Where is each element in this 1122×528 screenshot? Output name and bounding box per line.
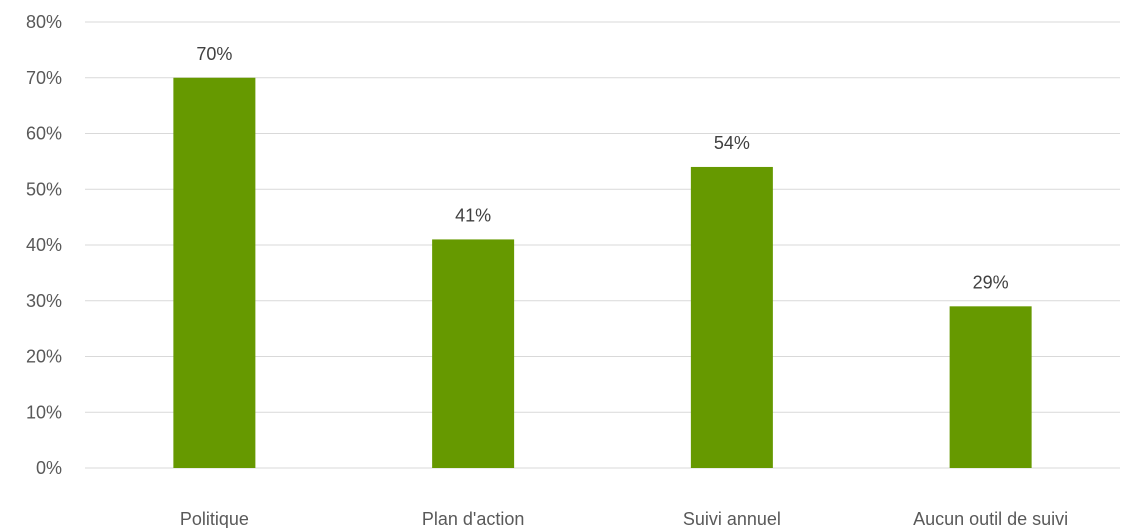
y-tick-label: 40% [26,235,62,255]
bar [432,239,515,468]
y-tick-label: 70% [26,68,62,88]
data-label: 54% [714,133,750,153]
y-tick-label: 60% [26,124,62,144]
x-category-label: Politique [180,509,249,528]
y-tick-label: 20% [26,347,62,367]
x-category-label: Suivi annuel [683,509,781,528]
x-category-label: Plan d'action [422,509,525,528]
y-tick-label: 50% [26,179,62,199]
data-label: 41% [455,205,491,225]
bar [949,306,1032,468]
bar [173,77,256,468]
y-tick-label: 0% [36,458,62,478]
y-tick-label: 80% [26,12,62,32]
bar [690,166,773,468]
y-tick-label: 10% [26,402,62,422]
x-category-label: Aucun outil de suivi [913,509,1068,528]
y-tick-label: 30% [26,291,62,311]
data-label: 70% [196,44,232,64]
data-label: 29% [973,272,1009,292]
